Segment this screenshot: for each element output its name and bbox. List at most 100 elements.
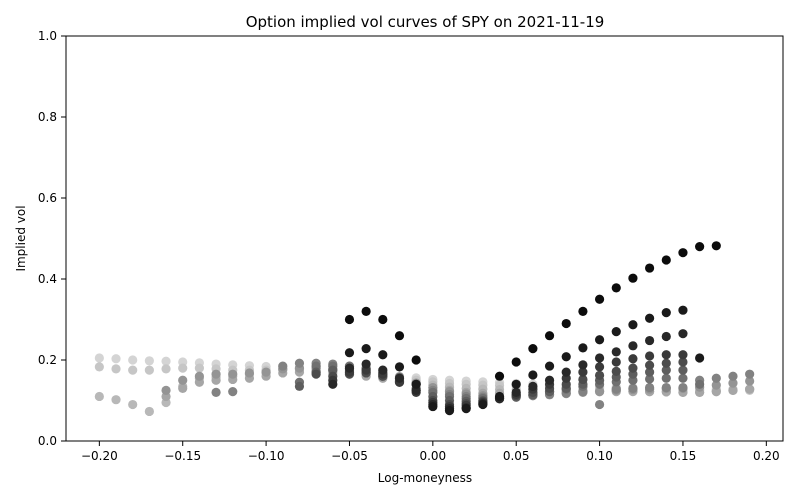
data-point (594, 399, 605, 410)
data-point (361, 306, 371, 316)
data-point (261, 367, 271, 377)
data-point (594, 362, 605, 372)
data-point (344, 363, 355, 373)
data-point (394, 331, 405, 341)
data-point (394, 373, 405, 383)
data-point (128, 355, 138, 365)
data-point (528, 344, 538, 354)
data-point (344, 314, 355, 325)
x-tick-label: 0.20 (753, 449, 780, 463)
data-point (178, 375, 188, 385)
data-point (661, 350, 671, 360)
data-point (678, 373, 688, 383)
data-point (628, 273, 638, 283)
data-point (111, 354, 121, 364)
data-point (645, 263, 655, 273)
data-point (278, 361, 288, 371)
data-point (528, 381, 538, 391)
data-point (94, 391, 104, 402)
data-point (461, 404, 471, 414)
data-point (728, 385, 738, 395)
data-point (144, 356, 154, 366)
data-point (628, 354, 638, 364)
data-point (678, 248, 688, 258)
data-point (311, 369, 321, 379)
y-axis-label: Implied vol (14, 205, 28, 271)
data-point (561, 367, 571, 377)
data-point (511, 387, 521, 397)
data-point (745, 369, 755, 379)
data-point (645, 367, 655, 377)
data-point (594, 294, 605, 304)
data-point (645, 374, 655, 384)
data-point (594, 353, 605, 363)
data-points (94, 241, 755, 417)
data-point (544, 331, 555, 341)
data-point (211, 387, 221, 397)
data-point (328, 379, 338, 389)
data-point (628, 363, 638, 373)
data-point (711, 241, 721, 251)
y-tick-label: 0.6 (38, 191, 57, 205)
data-point (544, 375, 555, 385)
data-point (645, 382, 655, 393)
y-tick-label: 1.0 (38, 29, 57, 43)
data-point (128, 365, 138, 375)
x-axis-ticks: −0.20 −0.15 −0.10 −0.05 0.00 0.05 0.10 0.15 0.20 (81, 441, 780, 463)
data-point (611, 366, 621, 376)
data-point (678, 357, 688, 367)
data-point (561, 352, 571, 362)
data-point (211, 369, 221, 379)
x-tick-label: 0.10 (586, 449, 613, 463)
data-point (611, 283, 621, 293)
data-point (711, 373, 721, 383)
x-axis-label: Log-moneyness (378, 471, 472, 485)
data-point (144, 365, 154, 375)
data-point (578, 306, 588, 316)
x-tick-label: 0.00 (419, 449, 446, 463)
data-point (661, 331, 671, 342)
data-point (678, 305, 688, 315)
data-point (161, 364, 171, 374)
data-point (578, 360, 588, 370)
data-point (344, 348, 355, 358)
data-point (728, 378, 738, 388)
data-point (161, 356, 171, 366)
data-point (695, 353, 705, 363)
data-point (194, 371, 204, 381)
chart-title: Option implied vol curves of SPY on 2021… (246, 13, 605, 31)
data-point (661, 365, 671, 375)
data-point (528, 370, 538, 380)
data-point (611, 384, 621, 394)
x-tick-label: −0.20 (81, 449, 118, 463)
data-point (111, 395, 121, 405)
data-point (611, 347, 621, 357)
data-point (594, 386, 605, 397)
y-tick-label: 0.4 (38, 272, 57, 286)
data-point (111, 364, 121, 374)
data-point (378, 350, 388, 360)
data-point (661, 382, 671, 393)
data-point (578, 367, 588, 377)
data-point (244, 368, 255, 378)
data-point (411, 379, 421, 389)
data-point (228, 386, 238, 397)
x-tick-label: 0.05 (503, 449, 530, 463)
data-point (594, 335, 605, 345)
data-point (378, 365, 388, 375)
data-point (428, 401, 438, 412)
data-point (661, 358, 671, 368)
data-point (578, 343, 588, 353)
data-point (628, 341, 638, 351)
data-point (745, 376, 755, 386)
data-point (745, 384, 755, 394)
data-point (611, 327, 621, 337)
data-point (378, 314, 388, 325)
data-point (678, 329, 688, 339)
y-tick-label: 0.8 (38, 110, 57, 124)
y-axis-ticks: 0.0 0.2 0.4 0.6 0.8 1.0 (38, 29, 66, 448)
data-point (394, 362, 405, 372)
x-tick-label: −0.10 (248, 449, 285, 463)
data-point (178, 383, 188, 393)
